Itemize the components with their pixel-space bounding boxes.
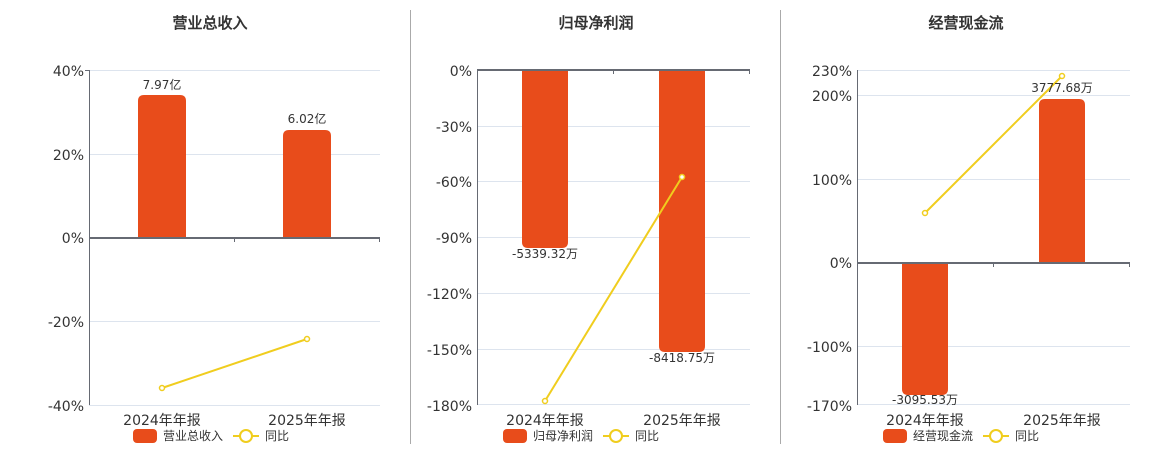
yoy-point[interactable] — [1058, 72, 1066, 80]
chart-title: 营业总收入 — [172, 14, 248, 32]
bar-value-label: -3095.53万 — [892, 393, 958, 407]
svg-text:-180%: -180% — [427, 399, 472, 415]
svg-text:230%: 230% — [812, 64, 852, 80]
bar-value-label: -8418.75万 — [649, 351, 715, 365]
legend-line-label[interactable]: 同比 — [635, 429, 660, 443]
legend-line-label[interactable]: 同比 — [1015, 429, 1040, 443]
legend-bar-label[interactable]: 经营现金流 — [913, 429, 974, 443]
svg-text:-60%: -60% — [436, 175, 472, 191]
svg-text:-20%: -20% — [48, 315, 84, 331]
x-axis-label: 2024年年报 — [886, 413, 964, 429]
legend-bar-label[interactable]: 营业总收入 — [163, 429, 224, 443]
svg-text:-120%: -120% — [427, 287, 472, 303]
x-axis-label: 2025年年报 — [1023, 413, 1101, 429]
svg-text:0%: 0% — [830, 256, 852, 272]
x-axis-label: 2025年年报 — [268, 413, 346, 429]
divider — [780, 10, 781, 444]
yoy-point[interactable] — [303, 335, 311, 343]
bar-value-label: 7.97亿 — [143, 77, 182, 92]
svg-text:-170%: -170% — [807, 399, 852, 415]
svg-text:-40%: -40% — [48, 399, 84, 415]
svg-text:-30%: -30% — [436, 120, 472, 136]
bar-value-label: 3777.68万 — [1031, 81, 1093, 95]
bar-2025[interactable] — [659, 70, 705, 352]
chart-panel-net-profit: 归母净利润 0% -30% -60% -90% -120% -1 — [411, 0, 781, 450]
chart-plot-revenue: 40% 20% 0% -20% -40% 7.97亿 6.02亿 2024年年报… — [48, 64, 380, 429]
svg-text:100%: 100% — [812, 173, 852, 189]
svg-text:200%: 200% — [812, 89, 852, 105]
bar-2025[interactable] — [283, 130, 331, 238]
x-axis-label: 2024年年报 — [506, 413, 584, 429]
legend-bar-swatch[interactable] — [133, 428, 157, 443]
legend: 营业总收入 同比 — [133, 427, 289, 444]
legend: 经营现金流 同比 — [883, 427, 1039, 444]
legend-bar-label[interactable]: 归母净利润 — [533, 429, 594, 443]
yoy-point[interactable] — [921, 209, 929, 217]
legend-line-swatch[interactable] — [603, 428, 630, 443]
bar-value-label: -5339.32万 — [512, 247, 578, 261]
legend-bar-swatch[interactable] — [883, 428, 907, 443]
x-axis-label: 2024年年报 — [123, 413, 201, 429]
chart-title: 归母净利润 — [558, 14, 634, 32]
svg-text:40%: 40% — [53, 64, 84, 80]
bar-2025[interactable] — [1039, 99, 1085, 263]
bar-2024[interactable] — [522, 70, 568, 248]
svg-text:20%: 20% — [53, 148, 84, 164]
svg-text:-90%: -90% — [436, 231, 472, 247]
bar-2024[interactable] — [902, 263, 948, 395]
yoy-point[interactable] — [541, 397, 549, 405]
divider — [410, 10, 411, 444]
svg-text:-100%: -100% — [807, 340, 852, 356]
chart-title: 经营现金流 — [928, 14, 1004, 32]
x-axis-label: 2025年年报 — [643, 413, 721, 429]
legend-line-swatch[interactable] — [233, 428, 260, 443]
yoy-point[interactable] — [678, 173, 686, 181]
svg-text:-150%: -150% — [427, 343, 472, 359]
legend-line-swatch[interactable] — [983, 428, 1010, 443]
chart-plot-operating-cashflow: 230% 200% 100% 0% -100% -170% -3095.53万 … — [807, 64, 1130, 429]
svg-text:0%: 0% — [450, 64, 472, 80]
bar-2024[interactable] — [138, 95, 186, 238]
bar-value-label: 6.02亿 — [288, 111, 327, 126]
chart-plot-net-profit: 0% -30% -60% -90% -120% -150% -180% -533… — [427, 64, 750, 429]
legend: 归母净利润 同比 — [503, 427, 659, 444]
svg-text:0%: 0% — [62, 231, 84, 247]
legend-line-label[interactable]: 同比 — [265, 429, 290, 443]
yoy-point[interactable] — [158, 384, 166, 392]
legend-bar-swatch[interactable] — [503, 428, 527, 443]
chart-panel-operating-cashflow: 经营现金流 230% 200% 100% 0% -100% -170% — [781, 0, 1160, 450]
chart-panel-revenue: 营业总收入 40% 20% 0% -20% -40% 7.97亿 6. — [0, 0, 410, 450]
